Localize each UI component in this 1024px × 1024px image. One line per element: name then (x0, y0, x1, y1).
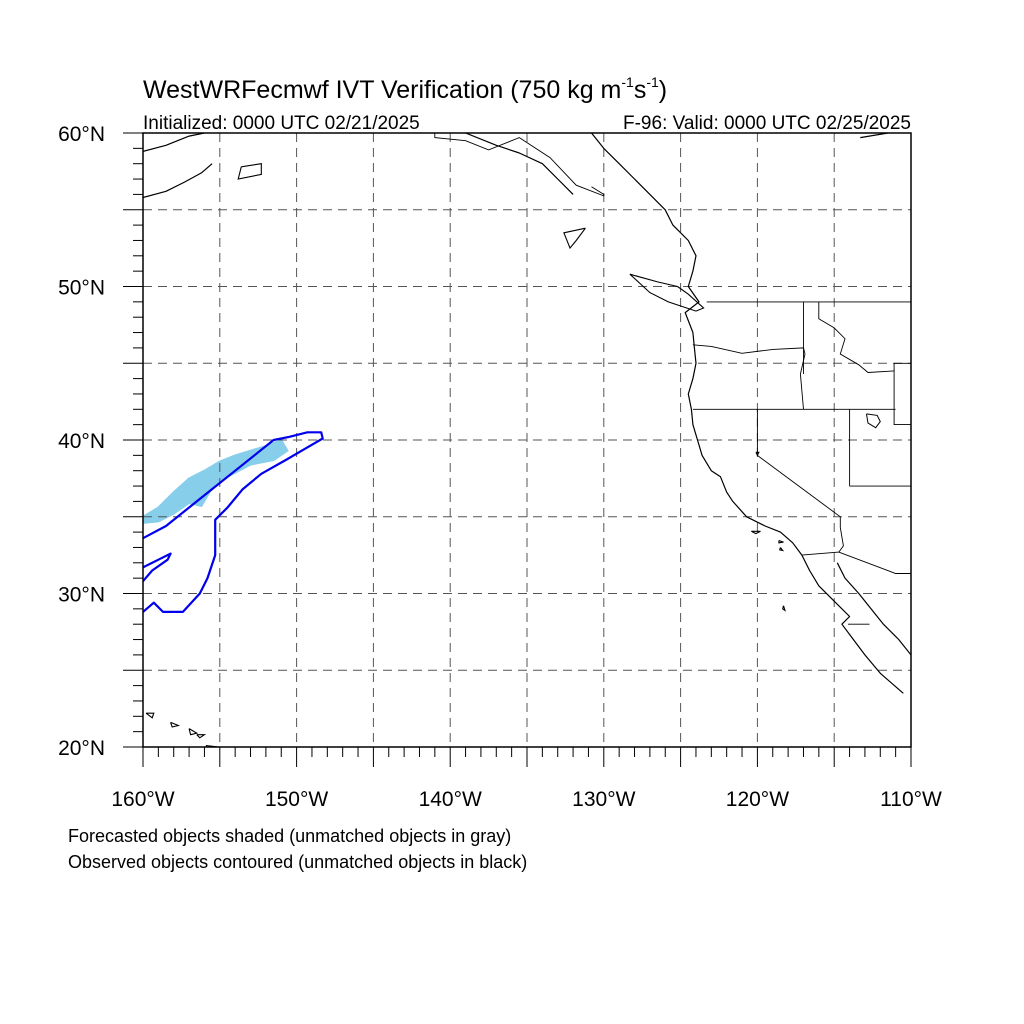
lat-tick-label: 20°N (58, 737, 105, 760)
lat-tick-label: 60°N (58, 123, 105, 146)
island-outline (170, 721, 181, 728)
island-outline (145, 712, 155, 719)
map-plot-area: 160°W 150°W 140°W 130°W 120°W 110°W 20°N 30°N 40… (58, 123, 942, 811)
lat-tick-label: 40°N (58, 430, 105, 453)
title-close: ) (659, 76, 667, 104)
lat-tick-label: 30°N (58, 584, 105, 607)
political-border (893, 363, 911, 426)
political-border (756, 409, 844, 553)
lon-tick-label: 160°W (111, 788, 174, 811)
title-mid: s (634, 76, 647, 104)
subtitle-valid: F-96: Valid: 0000 UTC 02/25/2025 (623, 113, 911, 134)
lon-tick-label: 140°W (419, 788, 482, 811)
island-outline (751, 530, 761, 535)
island-outline (188, 728, 199, 736)
coastline (143, 133, 205, 152)
caption-forecast: Forecasted objects shaded (unmatched obj… (68, 826, 512, 846)
map-content (143, 133, 911, 747)
observed-object-contour-arm (143, 552, 172, 582)
coastline (860, 133, 889, 139)
lon-tick-label: 130°W (572, 788, 635, 811)
island-outline (782, 605, 787, 612)
island-outline (629, 273, 705, 312)
subtitle-initialized: Initialized: 0000 UTC 02/21/2025 (143, 113, 420, 134)
title-exponent-1: -1 (621, 74, 634, 90)
lake-outline (866, 413, 881, 429)
coastline (465, 133, 574, 195)
observed-object-contour (143, 431, 324, 614)
figure-title: WestWRFecmwf IVT Verification (750 kg m-… (143, 74, 667, 104)
political-border (818, 301, 895, 373)
caption-observed: Observed objects contoured (unmatched ob… (68, 852, 528, 872)
lon-tick-label: 120°W (726, 788, 789, 811)
title-exponent-2: -1 (646, 74, 659, 90)
island-outline (237, 163, 262, 180)
island-outline (778, 539, 784, 544)
coastline (143, 163, 213, 199)
title-main: WestWRFecmwf IVT Verification (750 kg m (143, 76, 621, 104)
lon-tick-label: 150°W (265, 788, 328, 811)
lon-tick-label: 110°W (880, 788, 942, 811)
political-border (692, 344, 806, 410)
lat-tick-label: 50°N (58, 277, 105, 300)
political-border (801, 551, 911, 574)
island-outline (196, 734, 207, 739)
forecast-object (143, 438, 289, 524)
island-outline (563, 227, 586, 250)
coastline (591, 133, 904, 694)
island-outline (779, 547, 785, 552)
coastline (836, 562, 911, 656)
political-border (434, 133, 605, 197)
